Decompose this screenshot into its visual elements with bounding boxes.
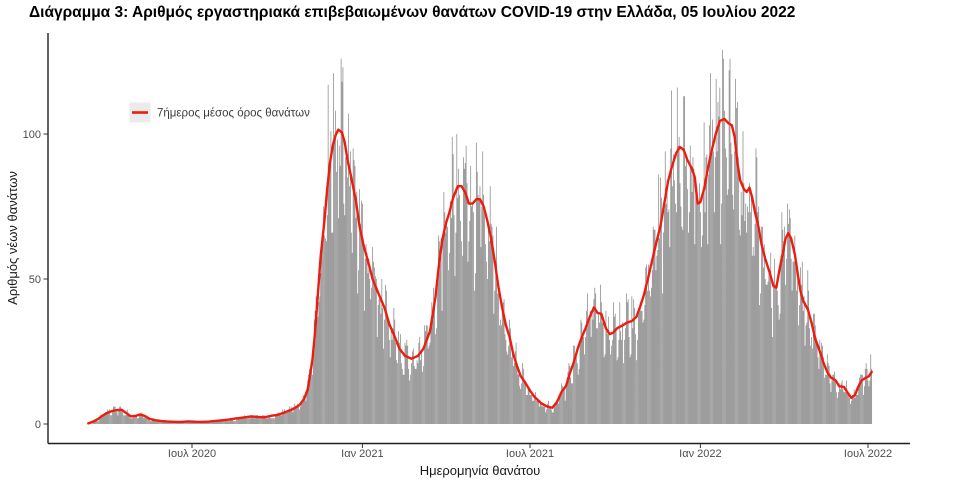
legend-label: 7ήμερος μέσος όρος θανάτων: [157, 108, 310, 120]
x-axis-title: Ημερομηνία θανάτου: [420, 463, 541, 478]
legend: 7ήμερος μέσος όρος θανάτων: [129, 102, 310, 123]
y-tick-label: 100: [23, 129, 41, 141]
x-axis-ticks: Ιουλ 2020 Ιαν 2021 Ιουλ 2021 Ιαν 2022 Ιουλ 2…: [168, 443, 892, 460]
x-tick-label: Ιουλ 2022: [844, 448, 892, 460]
x-tick-label: Ιουλ 2021: [506, 448, 554, 460]
axes: Ιουλ 2020 Ιαν 2021 Ιουλ 2021 Ιαν 2022 Ιουλ 2…: [23, 33, 910, 460]
x-tick-label: Ιουλ 2020: [168, 448, 216, 460]
seven-day-average-line: [87, 117, 873, 425]
y-axis-ticks: 0 50 100: [23, 129, 48, 431]
x-tick-label: Ιαν 2022: [679, 448, 721, 460]
y-axis-title: Αριθμός νέων θανάτων: [5, 171, 20, 305]
y-tick-label: 0: [35, 419, 41, 431]
daily-deaths-bars: [90, 49, 873, 425]
y-tick-label: 50: [29, 274, 41, 286]
chart-title: Διάγραμμα 3: Αριθμός εργαστηριακά επιβεβ…: [29, 4, 796, 21]
x-tick-label: Ιαν 2021: [341, 448, 383, 460]
daily-deaths-bar-series: [90, 49, 873, 425]
